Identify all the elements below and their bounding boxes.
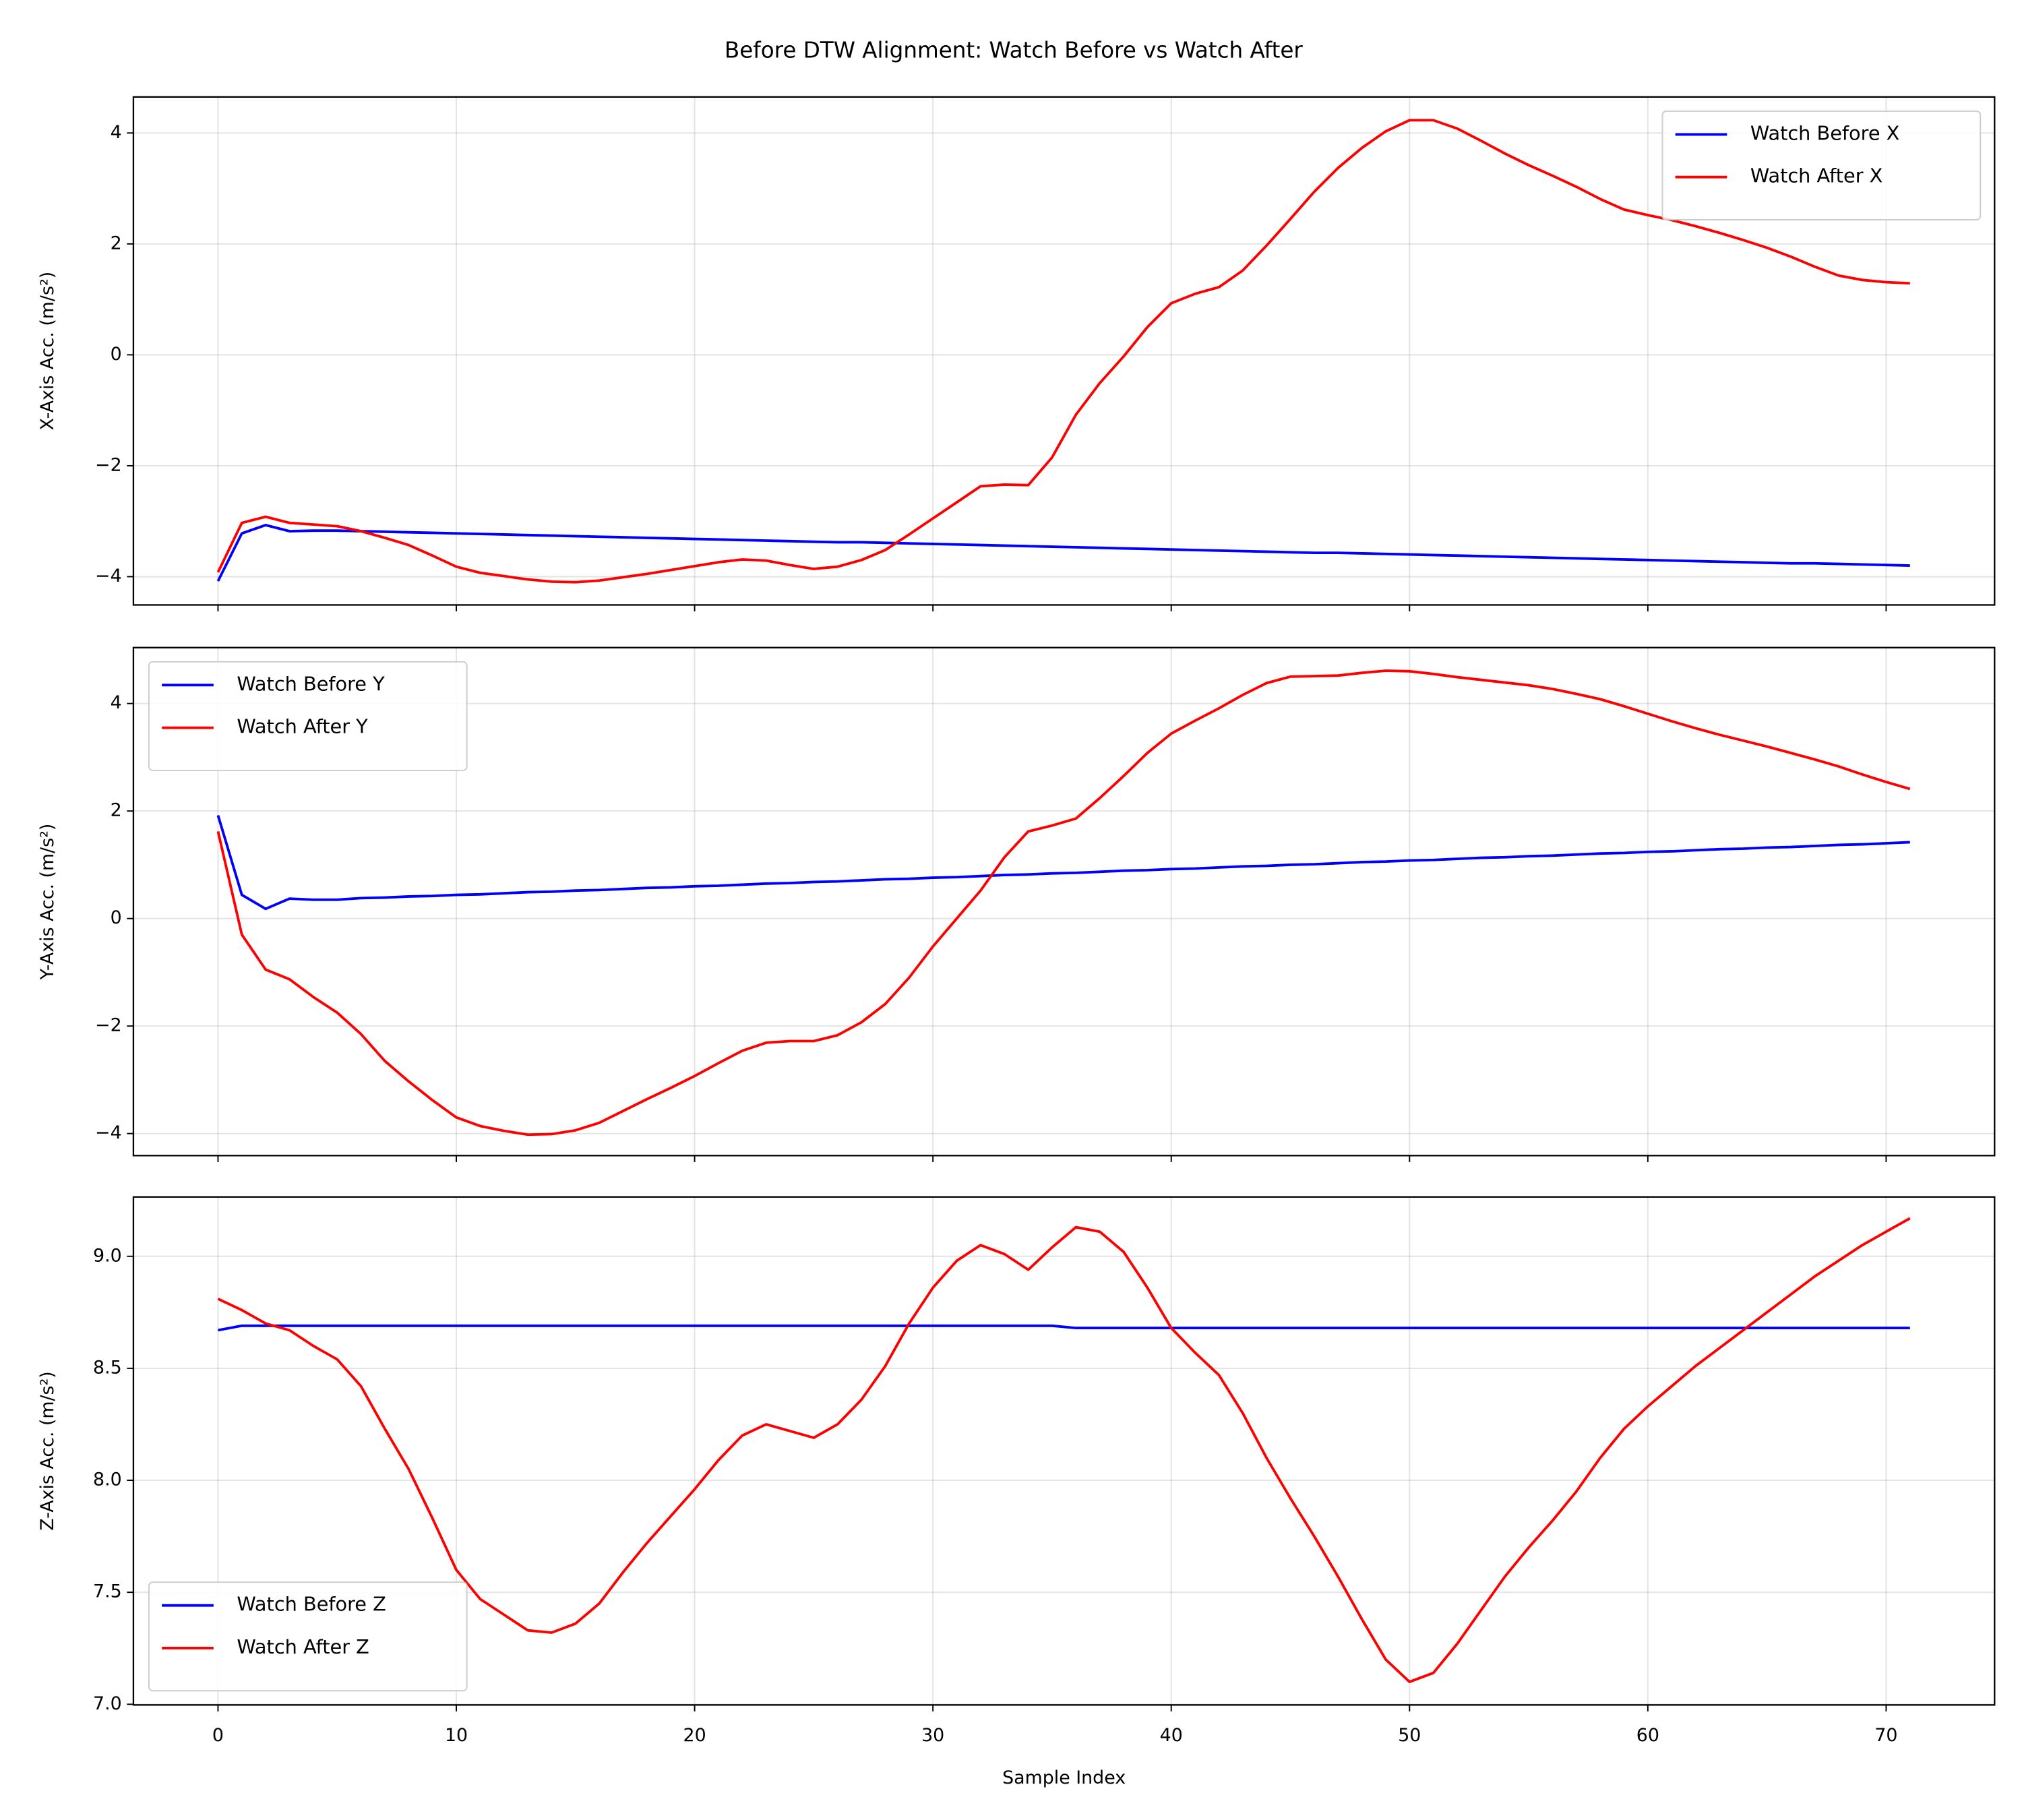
x-tick-label: 10 [445,1725,468,1746]
y-tick-label: −4 [95,566,122,586]
x-tick-label: 60 [1636,1725,1659,1746]
y-tick-label: −2 [95,1015,122,1036]
legend-label: Watch After Z [237,1635,369,1658]
legend: Watch Before X Watch After X [1661,110,1982,220]
y-axis-label: X-Axis Acc. (m/s²) [37,272,58,431]
y-tick-label: 7.5 [93,1581,122,1602]
legend: Watch Before Y Watch After Y [148,661,468,771]
y-axis-label: Z-Axis Acc. (m/s²) [37,1371,58,1530]
legend-box [148,661,468,771]
data-line [218,1324,1910,1332]
y-tick-label: 4 [111,692,122,713]
data-line [216,524,1910,582]
legend-box [1661,110,1982,220]
y-tick-label: 2 [111,233,122,253]
y-tick-label: 0 [111,907,122,928]
x-tick-label: 50 [1398,1725,1421,1746]
y-tick-label: 0 [111,344,122,365]
y-tick-label: 9.0 [93,1245,122,1266]
data-line [217,1217,1911,1684]
x-tick-label: 20 [683,1725,706,1746]
legend: Watch Before Z Watch After Z [148,1581,468,1692]
legend-label: Watch After X [1750,164,1883,187]
y-tick-label: 8.0 [93,1469,122,1490]
data-line [216,669,1911,1136]
legend-box [148,1581,468,1692]
y-axis-label: Y-Axis Acc. (m/s²) [37,824,58,981]
x-tick-label: 30 [921,1725,944,1746]
data-line [216,119,1910,584]
axes-frame [132,646,1996,1157]
y-tick-label: 2 [111,800,122,821]
legend-label: Watch Before Z [237,1593,386,1616]
y-tick-label: 4 [111,122,122,143]
axes-frame [132,1196,1996,1706]
data-line [216,814,1910,911]
axes-frame [132,96,1996,606]
y-tick-label: −2 [95,454,122,475]
x-axis-label: Sample Index [1002,1767,1126,1788]
legend-label: Watch After Y [237,715,368,738]
y-tick-label: 7.0 [93,1693,122,1714]
x-tick-label: 40 [1160,1725,1183,1746]
x-tick-label: 0 [212,1725,224,1746]
y-tick-label: −4 [95,1122,122,1143]
legend-label: Watch Before Y [237,672,385,695]
figure-title: Before DTW Alignment: Watch Before vs Wa… [725,38,1304,63]
y-tick-label: 8.5 [93,1357,122,1378]
legend-label: Watch Before X [1750,121,1899,144]
x-tick-label: 70 [1874,1725,1897,1746]
